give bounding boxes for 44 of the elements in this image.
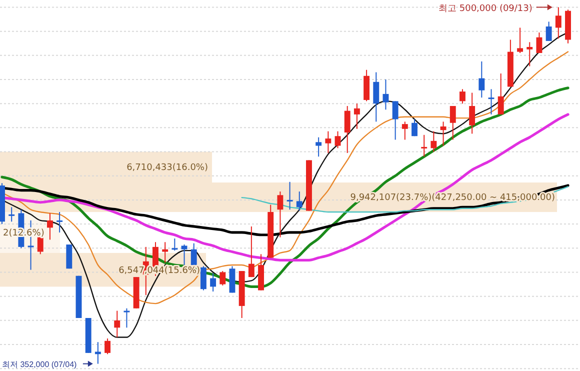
candlestick xyxy=(277,191,284,238)
candlestick xyxy=(94,342,101,364)
candlestick xyxy=(181,244,188,266)
candlestick xyxy=(210,272,216,292)
candlestick xyxy=(325,130,332,154)
candlestick xyxy=(8,206,15,222)
candlestick xyxy=(334,130,341,149)
candlestick xyxy=(412,118,418,137)
candlestick xyxy=(373,72,380,122)
candlestick xyxy=(555,6,562,40)
candlestick xyxy=(488,88,494,115)
candlestick xyxy=(172,238,178,252)
candlestick xyxy=(46,212,53,240)
candlestick xyxy=(296,191,302,212)
candlestick xyxy=(430,130,437,152)
candlestick xyxy=(536,32,542,54)
candlestick xyxy=(104,338,110,355)
candlestick xyxy=(392,100,398,140)
annotation: 최고 500,000 (09/13) xyxy=(438,4,532,14)
candlestick xyxy=(162,242,168,264)
candlestick xyxy=(450,106,456,140)
candlestick xyxy=(460,88,466,104)
candlestick xyxy=(402,121,408,140)
candlestick xyxy=(382,79,389,110)
candlestick xyxy=(220,270,226,286)
band-label: 6,710,433(16.0%) xyxy=(126,163,208,174)
candlestick xyxy=(124,308,130,328)
candlestick xyxy=(421,134,428,158)
annotation: 최저 352,000 (07/04) xyxy=(2,360,78,369)
candlestick xyxy=(248,226,254,278)
candlestick xyxy=(114,310,120,338)
candlestick xyxy=(354,103,360,130)
candlestick xyxy=(440,121,446,146)
candlestick xyxy=(526,42,533,67)
candlestick xyxy=(286,181,293,210)
candlestick xyxy=(498,72,504,115)
candlestick xyxy=(546,21,552,42)
candlestick xyxy=(344,106,350,154)
candlestick xyxy=(56,212,63,233)
candlestick xyxy=(469,92,476,134)
candlestick xyxy=(517,27,524,54)
candlestick xyxy=(478,60,485,98)
candlestick xyxy=(200,266,206,291)
candlestick xyxy=(316,136,322,158)
